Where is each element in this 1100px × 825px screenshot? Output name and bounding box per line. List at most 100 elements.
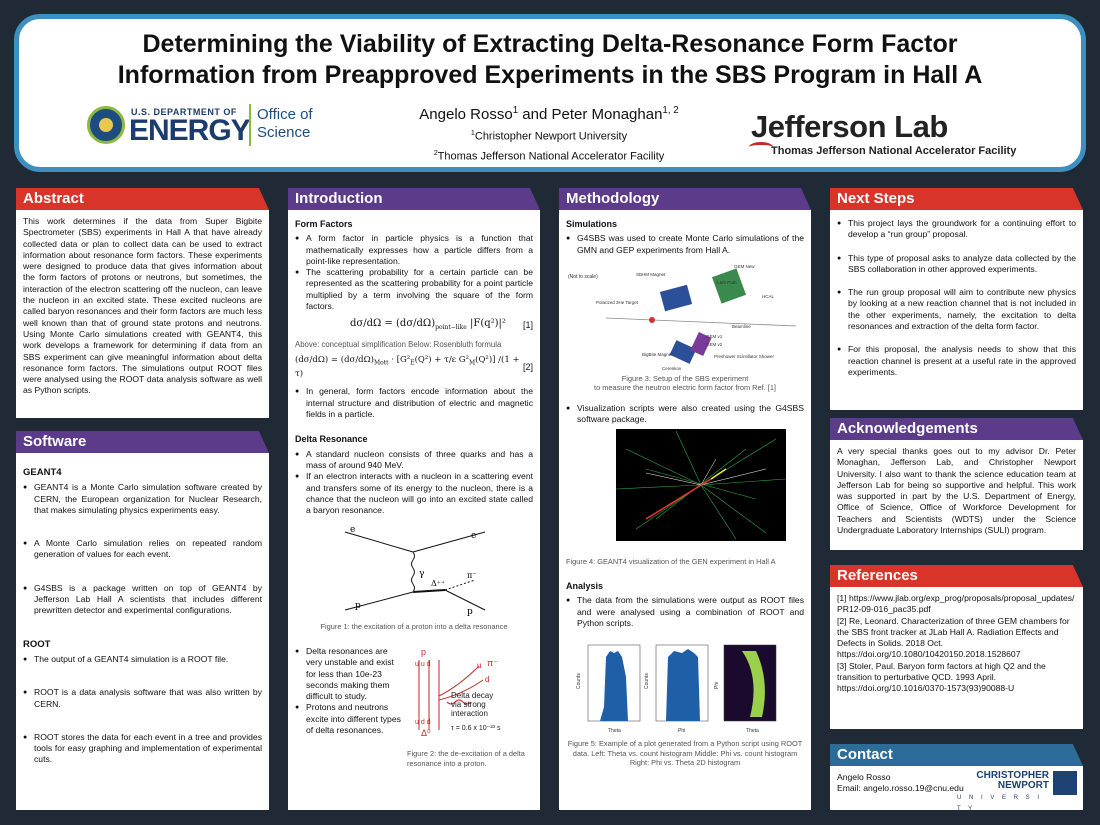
- d-line: [438, 679, 484, 701]
- electron-in-line: [344, 531, 414, 553]
- fig1-p-in: p: [355, 601, 361, 611]
- list-item: The data from the simulations were outpu…: [566, 595, 804, 629]
- fig3-gem-new: GEM New: [734, 264, 755, 269]
- figure-3-caption-1: Figure 3: Setup of the SBS experiment: [621, 373, 749, 383]
- delta-resonance-title: Delta Resonance: [295, 434, 368, 445]
- delta-line: [412, 589, 446, 594]
- phi-theta-2d-histogram: Theta Phi: [714, 644, 777, 734]
- figure-5-caption: Figure 5: Example of a plot generated fr…: [567, 739, 803, 768]
- form-factors-list-2: In general, form factors encode informat…: [295, 386, 533, 420]
- next-steps-list: This project lays the groundwork for a c…: [837, 218, 1076, 378]
- cnu-line-3: U N I V E R S I T Y: [957, 795, 1043, 813]
- methodology-heading: Methodology: [559, 188, 811, 210]
- equation-1: dσ/dΩ = (dσ/dΩ)point−like |F(q²)|² [1]: [295, 318, 533, 333]
- theta-histogram: Theta Counts: [576, 644, 641, 734]
- affiliation-2: 2Thomas Jefferson National Accelerator F…: [349, 145, 749, 165]
- list-item: Delta resonances are very unstable and e…: [295, 646, 403, 702]
- list-item: This type of proposal asks to analyze da…: [837, 253, 1076, 276]
- simulations-title: Simulations: [566, 219, 618, 229]
- author-1-sup: 1: [512, 105, 519, 116]
- electron-out-line: [412, 531, 486, 553]
- next-steps-heading: Next Steps: [830, 188, 1083, 210]
- fig2-decay-1: Delta decay: [451, 691, 493, 700]
- contact-heading: Contact: [830, 744, 1083, 766]
- equation-2-formula: (dσ/dΩ) = (dσ/dΩ)Mott · [G²E(Q²) + τ/ε G…: [295, 355, 520, 380]
- aff-1-text: Christopher Newport University: [474, 130, 628, 143]
- doe-office-line-2: Science: [257, 124, 311, 141]
- next-steps-section: Next Steps This project lays the groundw…: [830, 188, 1083, 410]
- abstract-section: Abstract This work determines if the dat…: [16, 188, 269, 418]
- fig3-sbhm: SBHM Magnet: [636, 272, 666, 277]
- fig2-p: p: [421, 647, 426, 657]
- reference-item: [2] Re, Leonard. Characterization of thr…: [837, 615, 1070, 660]
- references-heading: References: [830, 565, 1083, 587]
- doe-seal-icon: [87, 106, 125, 144]
- fig2-d: d: [485, 675, 489, 684]
- list-item: Protons and neutrons excite into differe…: [295, 702, 403, 736]
- fig3-not-to-scale: (Not to scale): [568, 274, 598, 280]
- fig3-target: Polarized 3He Target: [596, 300, 639, 305]
- abstract-heading: Abstract: [16, 188, 269, 210]
- list-item: G4SBS is a package written on top of GEA…: [23, 583, 262, 617]
- fig2-tau: τ = 0.6 x 10⁻²³ s: [451, 725, 501, 732]
- doe-logo: U.S. DEPARTMENT OF ENERGY Office of Scie…: [87, 104, 347, 154]
- equation-1-number: [1]: [522, 320, 533, 331]
- figure-5: Theta Counts Phi Counts Theta Phi: [574, 637, 804, 739]
- counts-label-1: Counts: [576, 673, 582, 689]
- jlab-big-text: Jefferson Lab: [751, 109, 948, 144]
- doe-office-line-1: Office of: [257, 106, 313, 123]
- counts-label-2: Counts: [644, 673, 650, 689]
- reference-item: [1] https://www.jlab.org/exp_prog/propos…: [837, 593, 1075, 615]
- hcal-block: [711, 268, 747, 304]
- acknowledgements-section: Acknowledgements A very special thanks g…: [830, 418, 1083, 550]
- aff-1-sup: 1: [470, 129, 475, 137]
- gem-block: [690, 331, 712, 356]
- introduction-body: Form Factors A form factor in particle p…: [288, 210, 540, 810]
- theta-label: Theta: [608, 728, 621, 734]
- list-item: ROOT is a data analysis software that wa…: [23, 687, 262, 710]
- proton-out-line: [444, 589, 486, 611]
- figure-1: e e γ Δ⁺⁺ π⁻ p p: [295, 524, 533, 620]
- fig3-gem2: GEM v2: [706, 342, 723, 347]
- acknowledgements-heading: Acknowledgements: [830, 418, 1083, 440]
- reference-item: [3] Stoler, Paul. Baryon form factors at…: [837, 660, 1046, 694]
- list-item: A standard nucleon consists of three qua…: [295, 449, 533, 472]
- figure-4: [616, 429, 786, 542]
- figure-3: (Not to scale) SBHM Magnet Polarized 3He…: [566, 262, 804, 374]
- jlab-logo: Jefferson Lab Thomas Jefferson National …: [749, 109, 1059, 159]
- doe-office: Office of Science: [257, 106, 313, 142]
- fig3-beamline: Beamline: [732, 324, 751, 329]
- doe-big-text: ENERGY: [129, 114, 251, 147]
- acknowledgements-text: A very special thanks goes out to my adv…: [830, 440, 1083, 550]
- figure-2: p u u d π⁻ u d Delta decay via strong in…: [407, 646, 533, 768]
- geant4-visualization: [616, 429, 786, 542]
- phi-label-1: Phi: [678, 728, 685, 734]
- list-item: If an electron interacts with a nucleon …: [295, 471, 533, 516]
- list-item: A form factor in particle physics is a f…: [295, 233, 533, 267]
- contact-email[interactable]: Email: angelo.rosso.19@cnu.edu: [837, 783, 964, 794]
- list-item: A Monte Carlo simulation relies on repea…: [23, 538, 262, 561]
- fig3-cerenkov: Cerenkov: [662, 366, 682, 371]
- software-section: Software GEANT4 GEANT4 is a Monte Carlo …: [16, 431, 269, 810]
- root-list: The output of a GEANT4 simulation is a R…: [23, 654, 262, 766]
- contact-section: Contact Angelo Rosso Email: angelo.rosso…: [830, 744, 1083, 812]
- software-heading: Software: [16, 431, 269, 453]
- doe-small-text: U.S. DEPARTMENT OF: [131, 107, 237, 117]
- list-item: The scattering probability for a certain…: [295, 267, 533, 312]
- form-factors-title: Form Factors: [295, 219, 353, 229]
- affiliation-1: 1Christopher Newport University: [349, 125, 749, 145]
- fig1-e-out: e: [471, 531, 476, 541]
- contact-body: Angelo Rosso Email: angelo.rosso.19@cnu.…: [830, 766, 1083, 812]
- form-factors-list: A form factor in particle physics is a f…: [295, 233, 533, 312]
- cnu-logo-text: CHRISTOPHER NEWPORT: [976, 771, 1049, 791]
- list-item: In general, form factors encode informat…: [295, 386, 533, 420]
- fig3-hcal: HCAL: [762, 294, 775, 299]
- geant-title: GEANT4: [23, 467, 62, 478]
- fig1-delta: Δ⁺⁺: [431, 579, 445, 588]
- delta-row: Delta resonances are very unstable and e…: [295, 646, 533, 768]
- delta-resonance-list-2: Delta resonances are very unstable and e…: [295, 646, 403, 768]
- beam-track-2: [710, 468, 727, 481]
- list-item: G4SBS was used to create Monte Carlo sim…: [566, 233, 804, 256]
- list-item: GEANT4 is a Monte Carlo simulation softw…: [23, 482, 262, 516]
- ubar-line: [438, 665, 480, 697]
